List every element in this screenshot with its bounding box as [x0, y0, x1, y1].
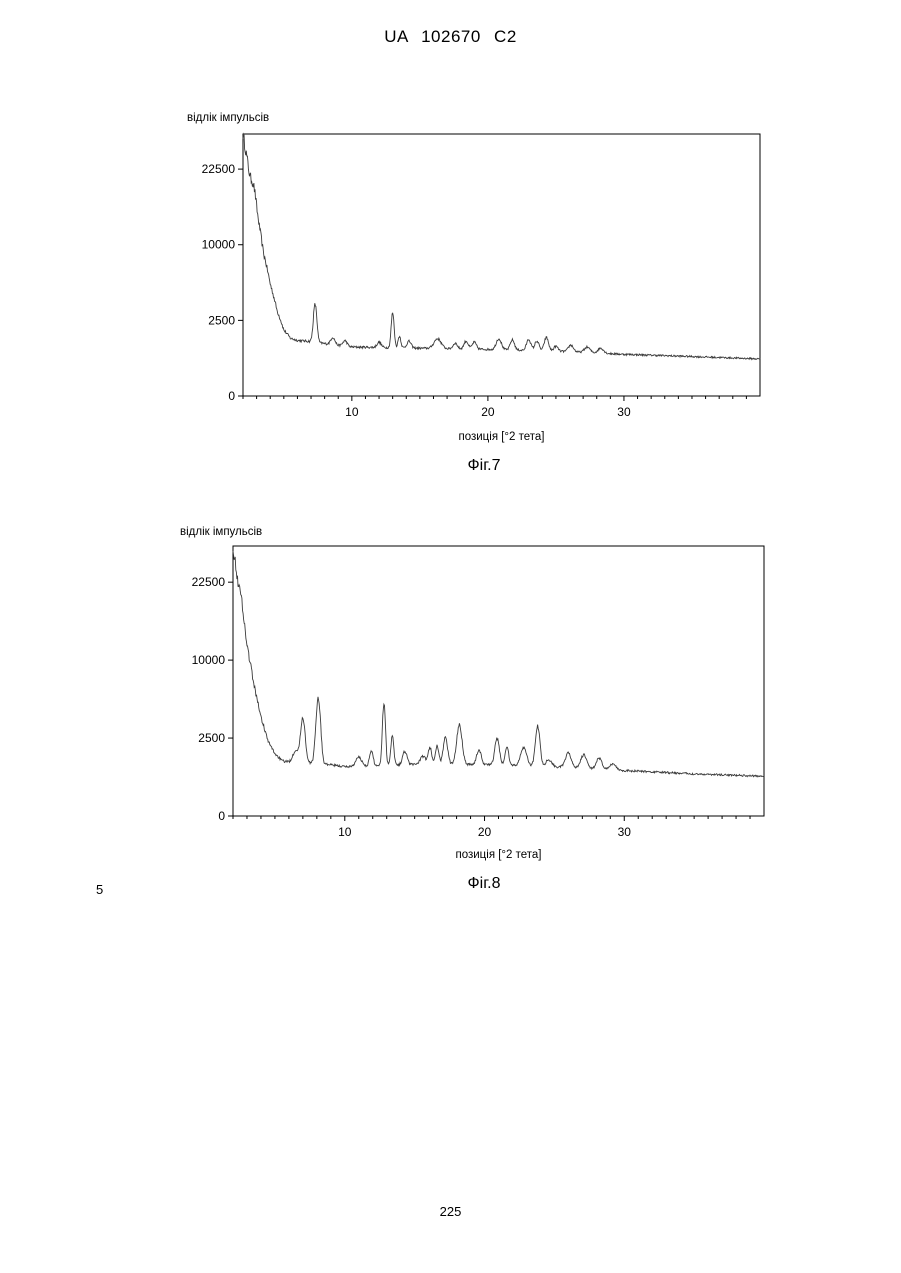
- x-axis-label: позиція [°2 тета]: [455, 849, 541, 861]
- x-tick-label: 10: [345, 405, 359, 419]
- xrd-chart-fig7: відлік імпульсів позиція [°2 тета] Фіг.7 0 2…: [0, 108, 901, 478]
- figure-caption: Фіг.8: [468, 875, 501, 892]
- line-number: 5: [96, 882, 103, 897]
- x-tick-label: 30: [617, 405, 631, 419]
- y-tick-label: 22500: [202, 162, 236, 176]
- y-axis-label: відлік імпульсів: [180, 526, 262, 538]
- y-tick-label: 10000: [192, 653, 226, 667]
- figure-7: відлік імпульсів позиція [°2 тета] Фіг.7 0 2…: [0, 108, 901, 478]
- page-number: 225: [0, 1204, 901, 1219]
- x-tick-label: 10: [338, 825, 352, 839]
- y-tick-label: 2500: [208, 313, 235, 327]
- document-header: UA 102670 C2: [0, 27, 901, 47]
- y-tick-label: 22500: [192, 575, 226, 589]
- y-axis-label: відлік імпульсів: [187, 112, 269, 124]
- y-tick-label: 0: [218, 809, 225, 823]
- plot-frame: [233, 546, 764, 816]
- x-axis-label: позиція [°2 тета]: [458, 431, 544, 443]
- x-tick-label: 30: [618, 825, 632, 839]
- diffraction-trace: [233, 551, 764, 777]
- x-tick-label: 20: [481, 405, 495, 419]
- diffraction-trace: [243, 134, 760, 359]
- figure-8: відлік імпульсів позиція [°2 тета] Фіг.8 0 2…: [0, 522, 901, 897]
- y-tick-label: 0: [228, 389, 235, 403]
- xrd-chart-fig8: відлік імпульсів позиція [°2 тета] Фіг.8 0 2…: [0, 522, 901, 897]
- figure-caption: Фіг.7: [468, 457, 501, 474]
- x-tick-label: 20: [478, 825, 492, 839]
- y-tick-label: 10000: [202, 238, 236, 252]
- y-tick-label: 2500: [198, 731, 225, 745]
